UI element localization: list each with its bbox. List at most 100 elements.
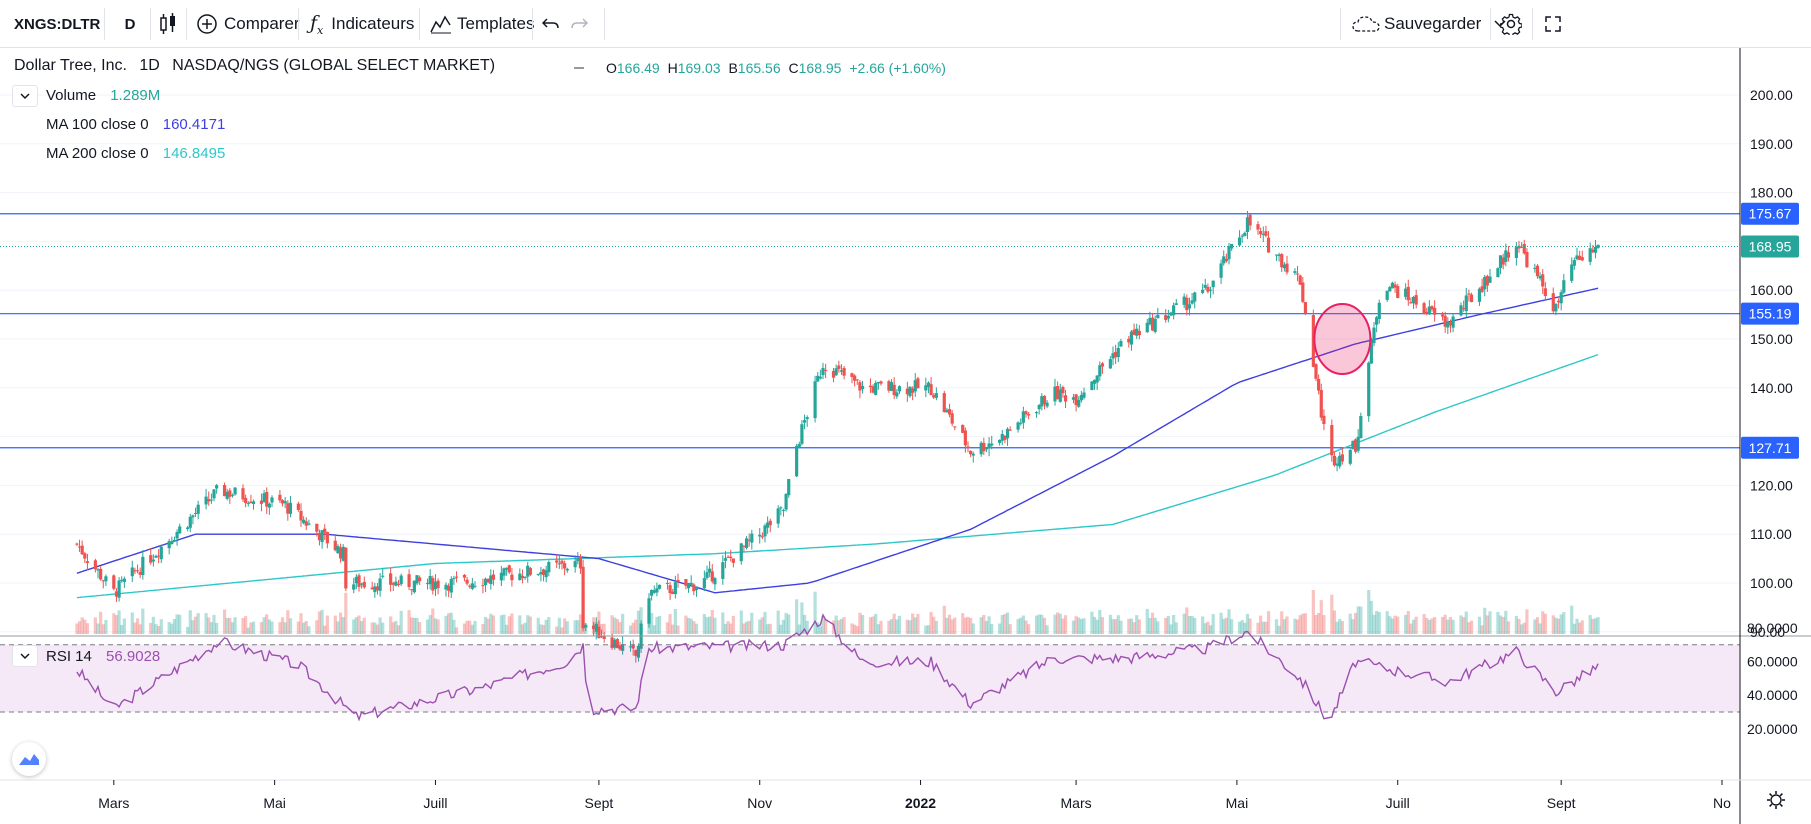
ma200-legend[interactable]: MA 200 close 0 146.8495 (46, 145, 225, 162)
redo-button[interactable] (570, 0, 588, 48)
undo-button[interactable] (542, 0, 560, 48)
volume-bar (1559, 614, 1563, 634)
candle-body (1356, 436, 1360, 451)
symbol-search[interactable]: XNGS:DLTR (14, 0, 100, 48)
candle-body (1211, 280, 1215, 288)
more-button[interactable] (1544, 0, 1562, 48)
volume-bar (1477, 616, 1482, 634)
volume-bar (244, 616, 248, 634)
volume-bar (837, 620, 841, 634)
candle-body (141, 556, 145, 576)
candle-body (1572, 260, 1576, 266)
volume-bar (652, 625, 656, 634)
volume-bar (800, 602, 804, 634)
volume-bar (341, 617, 345, 634)
volume-bar (193, 616, 198, 634)
candle-body (705, 572, 709, 578)
candle-body (578, 556, 583, 569)
legend-exchange: NASDAQ/NGS (GLOBAL SELECT MARKET) (172, 57, 496, 74)
volume-bar (839, 618, 844, 634)
toolbar-divider (604, 8, 605, 40)
volume-bars (75, 590, 1600, 634)
volume-bar (1108, 614, 1112, 634)
candle-body (265, 491, 269, 507)
volume-bar (1411, 619, 1416, 634)
candle-body (1148, 317, 1152, 325)
time-scale[interactable]: Mars Mai Juill Sept Nov 2022 Mars Mai Juill Sept N… (98, 780, 1731, 811)
highlight-circle[interactable] (1313, 303, 1372, 375)
volume-bar (1506, 621, 1511, 634)
candle-body (731, 558, 735, 563)
horizontal-lines[interactable] (0, 213, 1740, 449)
compare-button[interactable]: Comparer (196, 0, 300, 48)
volume-bar (1425, 617, 1429, 634)
volume-bar (1298, 615, 1302, 634)
indicators-button[interactable]: ƒx Indicateurs (310, 0, 414, 48)
candle-body (1591, 249, 1595, 253)
volume-bar (1459, 615, 1463, 634)
volume-bar (613, 617, 617, 634)
volume-bar (739, 610, 743, 634)
volume-value: 1.289M (110, 87, 161, 104)
candle-body (1132, 329, 1136, 335)
templates-button[interactable]: Templates (430, 0, 534, 48)
candle-body (207, 499, 211, 502)
rsi-tick-label: 60.0000 (1747, 654, 1798, 670)
save-button[interactable]: Sauvegarder (1352, 0, 1507, 48)
chart-canvas[interactable]: 200.00 190.00 180.00 160.00 150.00 140.00 120.… (0, 48, 1811, 824)
candle-body (462, 574, 467, 578)
volume-bar (947, 614, 952, 634)
volume-legend[interactable]: Volume 1.289M (46, 87, 160, 104)
candle-body (932, 395, 936, 398)
volume-bar (787, 614, 791, 634)
volume-bar (288, 618, 293, 634)
candle-body (945, 409, 949, 413)
volume-bar (1027, 624, 1031, 634)
volume-bar (1538, 623, 1542, 634)
rsi-scale[interactable]: 80.0000 60.0000 40.0000 20.0000 (1747, 620, 1798, 737)
candle-body (636, 645, 641, 658)
chart-type-button[interactable] (158, 0, 178, 48)
volume-bar (215, 622, 219, 634)
candle-body (178, 526, 182, 534)
candle-body (1045, 402, 1049, 407)
volume-bar (913, 617, 917, 634)
volume-bar (1077, 617, 1081, 634)
candle-body (418, 577, 422, 582)
candle-body (969, 450, 973, 455)
price-scale[interactable]: 200.00 190.00 180.00 160.00 150.00 140.00 120.… (1750, 87, 1793, 640)
candle-body (1406, 286, 1410, 301)
volume-bar (454, 627, 459, 634)
rsi-collapse-button[interactable] (12, 645, 38, 667)
settings-button[interactable] (1500, 0, 1522, 48)
volume-bar (1480, 625, 1484, 634)
scale-settings-button[interactable] (1767, 791, 1785, 809)
volume-bar (1375, 610, 1379, 634)
volume-bar (671, 624, 675, 634)
price-tick-label: 180.00 (1750, 185, 1793, 201)
volume-bar (1114, 619, 1118, 634)
main-legend: Dollar Tree, Inc. 1D NASDAQ/NGS (GLOBAL … (14, 57, 495, 75)
interval-button[interactable]: D (118, 0, 142, 48)
volume-bar (547, 617, 551, 634)
candle-body (750, 533, 754, 543)
candle-body (831, 370, 836, 378)
tradingview-logo[interactable] (12, 742, 46, 776)
candle-body (1541, 274, 1545, 287)
volume-bar (708, 616, 712, 634)
candle-body (631, 645, 635, 649)
candle-body (370, 587, 374, 590)
candle-body (713, 578, 717, 585)
volume-bar (768, 623, 772, 634)
volume-bar (1266, 611, 1271, 634)
candle-body (889, 382, 894, 392)
rsi-legend[interactable]: RSI 14 56.9028 (46, 648, 160, 665)
candle-body (1190, 300, 1194, 304)
legend-toggle-button[interactable] (568, 57, 590, 79)
legend-title[interactable]: Dollar Tree, Inc. (14, 57, 127, 74)
volume-bar (1488, 611, 1492, 634)
rsi-label: RSI 14 (46, 648, 92, 665)
ma100-legend[interactable]: MA 100 close 0 160.4171 (46, 116, 225, 133)
indicators-collapse-button[interactable] (12, 85, 38, 107)
candle-body (1375, 317, 1379, 325)
